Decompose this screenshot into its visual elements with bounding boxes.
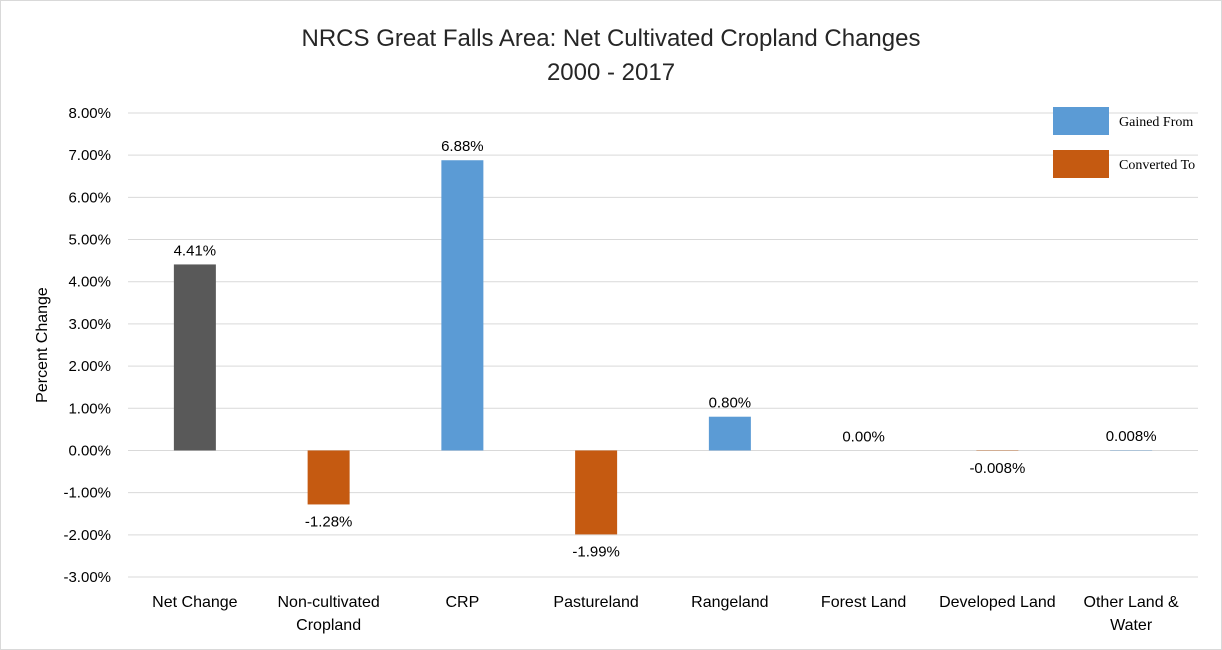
y-tick-label: 2.00% [68,358,111,375]
data-label: -0.008% [969,460,1025,477]
data-label: 0.008% [1106,428,1157,445]
legend-swatch [1053,107,1109,135]
bar [708,416,751,451]
chart-title-line-1: NRCS Great Falls Area: Net Cultivated Cr… [302,25,921,52]
chart-title: NRCS Great Falls Area: Net Cultivated Cr… [302,25,921,86]
data-label: -1.99% [572,543,620,560]
data-label: 0.80% [709,395,752,412]
data-label: 4.41% [174,242,217,259]
bars [173,160,1153,535]
data-labels: 4.41% -1.28% 6.88% -1.99% 0.80% 0.00% -0.008% 0… [174,138,1157,560]
category-label: Net Change [152,594,237,611]
bar [173,264,216,451]
x-axis-category-labels: Net Change Non-cultivated Cropland CRP Pastu… [152,594,1179,634]
y-tick-label: 1.00% [68,400,111,417]
chart-title-line-2: 2000 - 2017 [547,59,675,86]
bar [441,160,484,451]
category-label: Other Land & [1084,594,1180,611]
y-tick-label: 6.00% [68,189,111,206]
legend-label: Gained From [1119,115,1193,130]
data-label: 6.88% [441,138,484,155]
y-axis-tick-labels: 8.00% 7.00% 6.00% 5.00% 4.00% 3.00% 2.00% 1.00%… [63,105,111,586]
y-tick-label: -3.00% [63,569,111,586]
category-label: Pastureland [553,594,638,611]
bar [575,450,618,535]
y-axis-label: Percent Change [34,287,51,403]
y-tick-label: 4.00% [68,274,111,291]
category-label: CRP [445,594,479,611]
data-label: -1.28% [305,513,353,530]
category-label: Developed Land [939,594,1056,611]
y-tick-label: -2.00% [63,527,111,544]
y-tick-label: -1.00% [63,485,111,502]
y-tick-label: 7.00% [68,147,111,164]
legend-label: Converted To [1119,158,1195,173]
bar [307,450,350,505]
category-label: Forest Land [821,594,906,611]
legend: Gained From Converted To [1053,107,1195,178]
gridlines [128,112,1198,578]
y-tick-label: 8.00% [68,105,111,122]
data-label: 0.00% [842,428,885,445]
category-label: Rangeland [691,594,768,611]
category-label: Cropland [296,617,361,634]
y-tick-label: 5.00% [68,232,111,249]
legend-swatch [1053,150,1109,178]
y-tick-label: 0.00% [68,442,111,459]
category-label: Non-cultivated [277,594,379,611]
category-label: Water [1110,617,1153,634]
y-tick-label: 3.00% [68,316,111,333]
